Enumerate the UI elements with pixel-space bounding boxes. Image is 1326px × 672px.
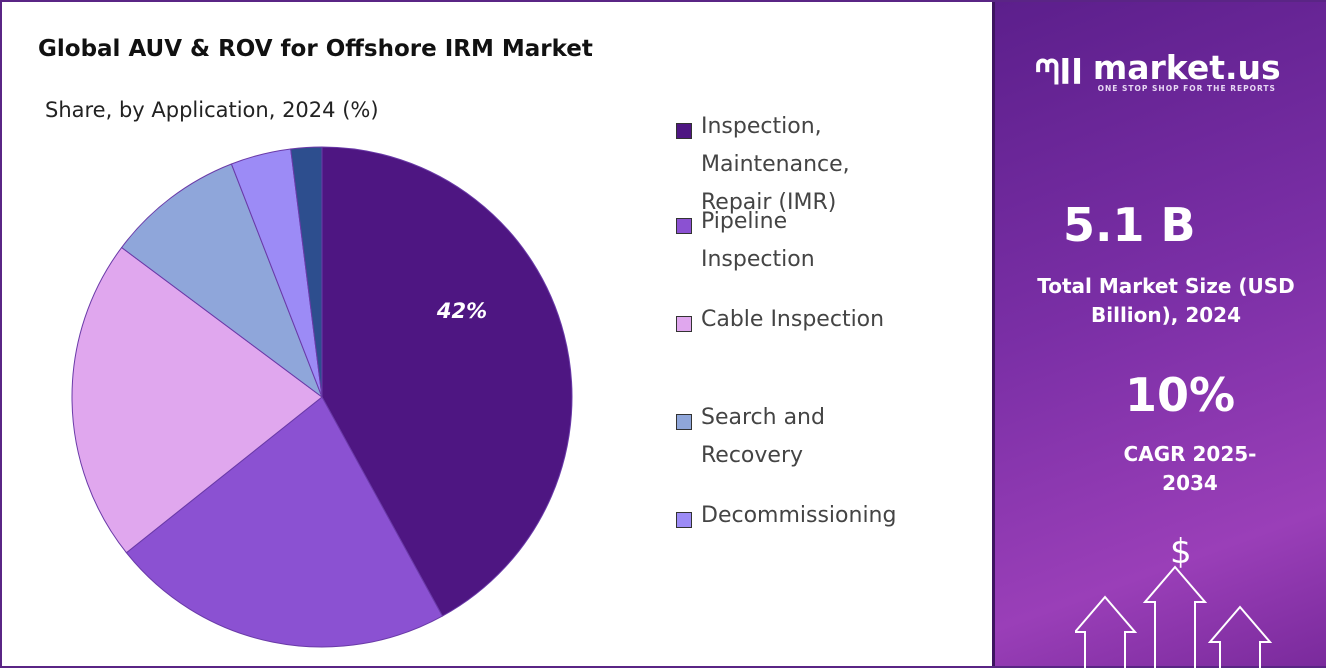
legend-label: Search and Recovery [701, 405, 825, 468]
market-size-value: 5.1 B [1063, 198, 1196, 252]
pie-slice [71, 246, 323, 554]
legend-swatch [676, 123, 692, 139]
pie-slice [321, 146, 573, 617]
cagr-label: CAGR 2025-2034 [1123, 442, 1257, 495]
summary-panel: ᘉll market.us ONE STOP SHOP FOR THE REPO… [992, 2, 1326, 672]
logo-mark-icon: ᘉll [1035, 52, 1083, 93]
legend-label: Cable Inspection [701, 307, 885, 332]
legend-item: Decommissioning [676, 503, 936, 535]
legend-swatch [676, 414, 692, 430]
market-size-label: Total Market Size (USD Billion), 2024 [1037, 274, 1295, 327]
legend-item: Pipeline Inspection [676, 209, 936, 279]
legend-item: Inspection, Maintenance, Repair (IMR) [676, 114, 936, 222]
legend-label: Decommissioning [701, 503, 897, 528]
pie-chart: 42% [71, 146, 573, 648]
data-label: 42% [436, 299, 487, 323]
pie-slice [125, 396, 444, 648]
brand-tagline: ONE STOP SHOP FOR THE REPORTS [1097, 84, 1276, 93]
chart-subtitle: Share, by Application, 2024 (%) [45, 98, 379, 122]
brand-logo: ᘉll market.us ONE STOP SHOP FOR THE REPO… [1035, 48, 1281, 93]
chart-area: Global AUV & ROV for Offshore IRM Market… [2, 2, 990, 666]
legend-item: Cable Inspection [676, 307, 936, 339]
cagr-value: 10% [1125, 368, 1236, 422]
legend-label: Pipeline Inspection [701, 209, 815, 272]
growth-arrows-icon [1075, 565, 1273, 672]
legend-swatch [676, 512, 692, 528]
pie-slice [290, 146, 323, 398]
legend-label: Inspection, Maintenance, Repair (IMR) [701, 114, 850, 215]
legend-swatch [676, 316, 692, 332]
legend-item: Search and Recovery [676, 405, 936, 475]
legend-swatch [676, 218, 692, 234]
pie-slice [120, 163, 324, 399]
chart-title: Global AUV & ROV for Offshore IRM Market [38, 36, 593, 62]
dollar-icon: $ [1170, 532, 1192, 572]
brand-name: market.us [1092, 48, 1281, 87]
